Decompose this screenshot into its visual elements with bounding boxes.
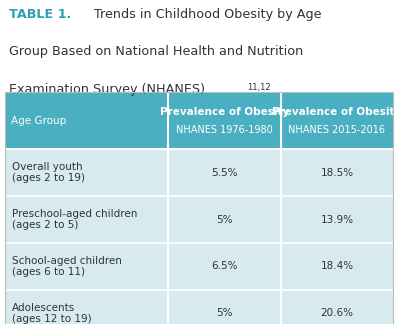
Bar [5,149,393,196]
Text: Overall youth
(ages 2 to 19): Overall youth (ages 2 to 19) [12,162,85,183]
Text: 18.4%: 18.4% [320,261,353,272]
Text: 6.5%: 6.5% [211,261,238,272]
Text: Prevalence of Obesity: Prevalence of Obesity [160,107,289,117]
Bar [5,290,393,324]
Text: Adolescents
(ages 12 to 19): Adolescents (ages 12 to 19) [12,303,92,324]
Bar [5,243,393,290]
Text: 5%: 5% [216,308,232,318]
Text: Prevalence of Obesity: Prevalence of Obesity [272,107,398,117]
Text: Trends in Childhood Obesity by Age: Trends in Childhood Obesity by Age [90,8,322,21]
Text: NHANES 1976-1980: NHANES 1976-1980 [176,125,273,135]
Text: Group Based on National Health and Nutrition: Group Based on National Health and Nutri… [9,45,303,58]
Text: 5.5%: 5.5% [211,168,238,178]
Text: 11,12: 11,12 [248,83,271,92]
Text: 13.9%: 13.9% [320,214,353,225]
Bar [5,196,393,243]
Bar [5,92,393,149]
Text: TABLE 1.: TABLE 1. [9,8,71,21]
Text: Examination Survey (NHANES): Examination Survey (NHANES) [9,83,205,96]
Bar [5,92,393,324]
Text: 5%: 5% [216,214,232,225]
Text: Age Group: Age Group [11,116,66,126]
Text: NHANES 2015-2016: NHANES 2015-2016 [289,125,385,135]
Text: 18.5%: 18.5% [320,168,353,178]
Text: 20.6%: 20.6% [320,308,353,318]
Text: School-aged children
(ages 6 to 11): School-aged children (ages 6 to 11) [12,256,122,277]
Text: Preschool-aged children
(ages 2 to 5): Preschool-aged children (ages 2 to 5) [12,209,137,230]
